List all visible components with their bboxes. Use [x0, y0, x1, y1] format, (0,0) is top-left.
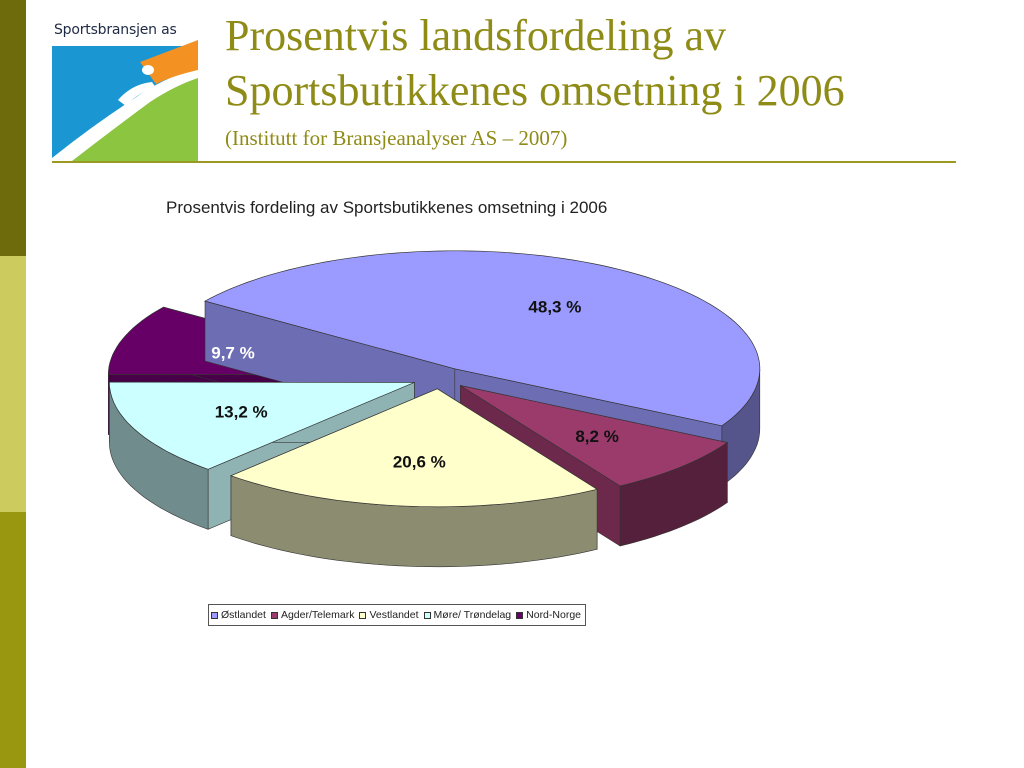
- legend-label: Møre/ Trøndelag: [433, 609, 512, 621]
- sidebar-stripe: [0, 0, 26, 768]
- logo-text: Sportsbransjen as: [54, 22, 177, 38]
- legend-label: Vestlandet: [369, 609, 419, 621]
- chart-legend: Østlandet Agder/Telemark Vestlandet Møre…: [208, 604, 586, 626]
- legend-item-agder-telemark: Agder/Telemark: [270, 609, 355, 621]
- chart-title: Prosentvis fordeling av Sportsbutikkenes…: [166, 198, 608, 217]
- legend-item-more-trondelag: Møre/ Trøndelag: [423, 609, 512, 621]
- data-label: 13,2 %: [215, 403, 268, 422]
- slice-top: [230, 388, 599, 508]
- sidebar-segment-top: [0, 0, 26, 256]
- title-divider: [52, 161, 956, 163]
- slice-top: [109, 381, 415, 470]
- slice-top: [204, 250, 761, 427]
- slide-title: Prosentvis landsfordeling av Sportsbutik…: [225, 11, 845, 115]
- legend-swatch: [516, 611, 524, 619]
- legend-label: Østlandet: [221, 609, 266, 621]
- legend-swatch: [270, 611, 278, 619]
- data-label: 8,2 %: [575, 427, 618, 446]
- legend-swatch: [359, 611, 367, 619]
- slide-subtitle: (Institutt for Bransjeanalyser AS – 2007…: [225, 126, 568, 150]
- data-label: 48,3 %: [528, 298, 581, 317]
- legend-label: Agder/Telemark: [280, 609, 355, 621]
- data-label: 9,7 %: [211, 344, 254, 363]
- data-label: 20,6 %: [393, 453, 446, 472]
- pie-slice: [230, 388, 599, 568]
- legend-item-vestlandet: Vestlandet: [359, 609, 419, 621]
- legend-label: Nord-Norge: [526, 609, 581, 621]
- sidebar-segment-middle: [0, 256, 26, 512]
- legend-swatch: [211, 611, 218, 619]
- sidebar-segment-bottom: [0, 512, 26, 768]
- legend-swatch: [423, 611, 431, 619]
- slice-top: [460, 385, 729, 487]
- sportsbransjen-logo: [52, 18, 198, 161]
- legend-item-ostlandet: Østlandet: [211, 609, 266, 621]
- legend-item-nord-norge: Nord-Norge: [516, 609, 581, 621]
